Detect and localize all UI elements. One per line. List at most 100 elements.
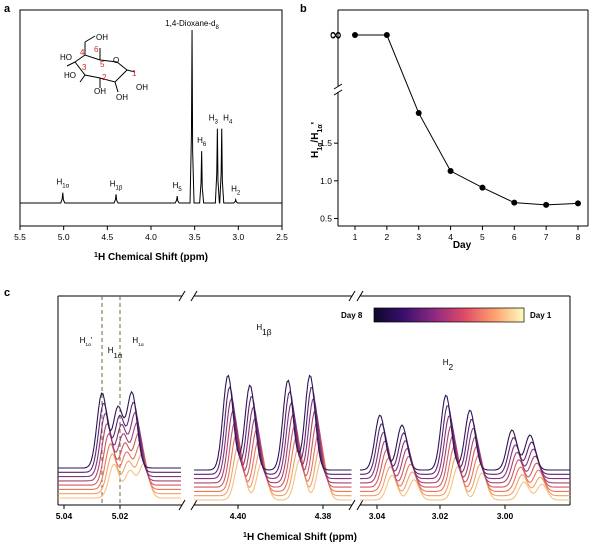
axis-break-mark [178, 499, 186, 511]
panel-b: b 1 2 3 4 5 6 7 80.51.01.5 H1α/H1α' Day ∞ [300, 3, 589, 251]
axis-break-mark [333, 89, 343, 96]
panel-a: a 5.5 5.0 4.5 4.0 3.5 3.0 2.5 1H Chemical Shif… [4, 3, 288, 263]
axis-break-mark [178, 290, 186, 302]
axis-break-mark [348, 499, 356, 511]
spectrum-line-day-5 [58, 422, 181, 482]
spectrum-line-day-1 [360, 465, 570, 501]
atom-number-label: 4 [80, 48, 85, 57]
panel-a-x-axis-title: 1H Chemical Shift (ppm) [94, 252, 208, 264]
data-point [415, 110, 422, 117]
atom-number-label: 5 [100, 60, 105, 69]
atom-number-label: 3 [82, 63, 87, 72]
hydroxyl-group-label: OH [96, 33, 108, 42]
panel-a-label: a [4, 3, 11, 15]
x-tick-label: 1 [353, 232, 358, 242]
spectrum-line-day-3 [58, 442, 181, 490]
peak-label-h1a-prime: H1α' [80, 336, 93, 348]
panel-a-spectrum-line [20, 29, 282, 204]
x-tick-label: 4.38 [315, 511, 332, 521]
atom-number-label: 1 [132, 69, 137, 78]
peak-label-h1b: H1β [256, 323, 271, 337]
x-tick-label: 3.0 [232, 232, 244, 242]
spectrum-line-day-6 [194, 397, 352, 480]
spectrum-line-day-1 [58, 463, 181, 499]
x-tick-label: 5 [480, 232, 485, 242]
x-tick-label: 5.02 [112, 511, 129, 521]
data-point [479, 184, 486, 191]
panel-c-spectra [58, 374, 570, 501]
panel-a-x-axis: 5.5 5.0 4.5 4.0 3.5 3.0 2.5 [14, 226, 288, 242]
atom-number-label: 6 [94, 45, 99, 54]
x-tick-label: 4 [448, 232, 453, 242]
x-tick-label: 4.0 [145, 232, 157, 242]
axis-break-mark [348, 290, 356, 302]
spectrum-line-day-4 [360, 434, 570, 488]
data-point [575, 200, 581, 207]
solvent-peak-label: 1,4-Dioxane-d8 [165, 19, 219, 31]
x-tick-label: 2.5 [276, 232, 288, 242]
x-tick-label: 5.0 [58, 232, 70, 242]
y-tick-label: 1.5 [320, 138, 332, 148]
x-tick-label: 8 [576, 232, 581, 242]
colorbar-right-label: Day 1 [530, 311, 552, 320]
spectrum-line-day-7 [194, 385, 352, 475]
spectrum-line-day-8 [359, 394, 570, 471]
data-point [383, 32, 390, 38]
glucose-structure-labels: 1 2 3 4 56 OH HO HO OH OH O OH [60, 33, 148, 102]
x-tick-label: 3.5 [189, 232, 201, 242]
hydroxyl-group-label: OH [116, 93, 128, 102]
glucose-structure-icon [66, 35, 136, 93]
peak-label-h2: H2 [443, 358, 454, 372]
x-tick-label: 5.5 [14, 232, 26, 242]
axis-break-mark [190, 499, 198, 511]
hydroxyl-group-label: HO [64, 71, 76, 80]
peak-label: H2 [231, 185, 241, 197]
panel-c-frame [57, 290, 571, 511]
panel-c-peak-labels: H1α' H1α H1α H1β H2 [80, 323, 454, 372]
x-tick-label: 2 [384, 232, 389, 242]
peak-label: H5 [173, 181, 183, 193]
panel-c: c 5.04 5.02 4.40 4.38 3.04 3.02 3.00 1H Chemic… [4, 287, 571, 544]
x-tick-label: 6 [512, 232, 517, 242]
spectrum-line-day-7 [58, 401, 181, 473]
panel-b-x-axis-title: Day [453, 240, 472, 251]
panel-b-infinity-label: ∞ [329, 25, 342, 44]
spectrum-line-day-5 [194, 409, 352, 484]
axis-break-mark [333, 83, 343, 90]
x-tick-label: 3 [416, 232, 421, 242]
peak-label: H6 [197, 136, 207, 148]
panel-a-frame [19, 9, 283, 227]
spectrum-line-day-5 [360, 424, 570, 484]
spectrum-line-day-2 [194, 444, 352, 497]
data-point [543, 201, 550, 208]
atom-number-label: 2 [102, 73, 107, 82]
ring-oxygen-label: O [113, 56, 119, 65]
spectrum-line-day-4 [58, 432, 181, 486]
x-tick-label: 3.02 [432, 511, 449, 521]
y-tick-label: 0.5 [320, 213, 332, 223]
axis-break-mark [190, 290, 198, 302]
peak-label: H1β [110, 179, 123, 191]
data-point [511, 199, 518, 206]
anomeric-oh-label: OH [136, 83, 148, 92]
spectrum-line-day-2 [58, 452, 181, 495]
panel-b-axes: 1 2 3 4 5 6 7 8 0.5 1.0 1.5 [320, 9, 589, 242]
peak-label-h1a-small: H1α [132, 336, 144, 348]
hydroxyl-group-label: HO [60, 53, 72, 62]
colorbar: Day 8 Day 1 [341, 307, 552, 323]
spectrum-line-day-3 [194, 432, 352, 492]
peak-label: H3 [209, 114, 219, 126]
x-tick-label: 3.04 [369, 511, 386, 521]
panel-b-series-line [355, 34, 579, 206]
panel-c-x-axis-title: 1H Chemical Shift (ppm) [243, 532, 357, 544]
data-point [447, 168, 454, 175]
y-tick-label: 1.0 [320, 176, 332, 186]
colorbar-gradient [373, 307, 525, 323]
colorbar-left-label: Day 8 [341, 311, 363, 320]
panel-c-x-axis: 5.04 5.02 4.40 4.38 3.04 3.02 3.00 [56, 505, 514, 521]
panel-c-label: c [4, 287, 10, 299]
panel-b-label: b [300, 3, 307, 15]
x-tick-label: 4.5 [101, 232, 113, 242]
